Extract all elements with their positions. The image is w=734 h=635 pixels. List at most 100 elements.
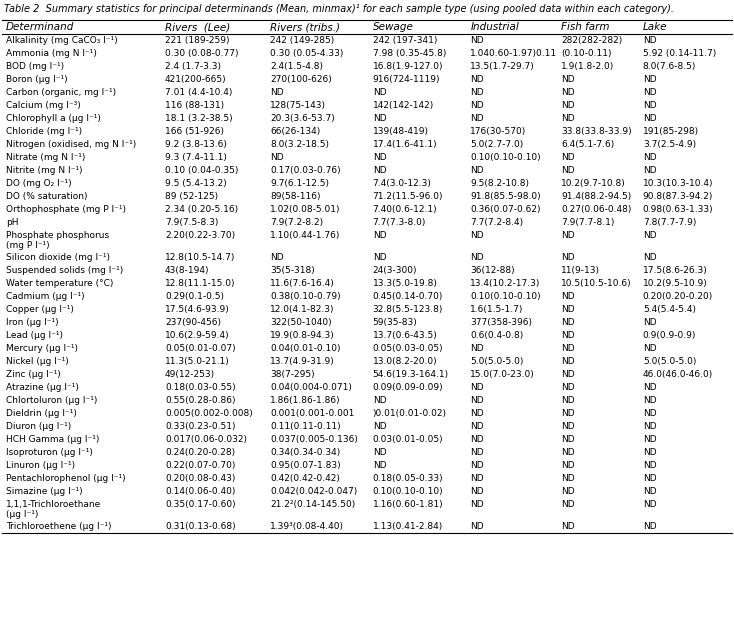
Text: ND: ND (643, 396, 656, 405)
Text: ND: ND (643, 253, 656, 262)
Text: 0.11(0.11-0.11): 0.11(0.11-0.11) (270, 422, 341, 431)
Text: ND: ND (562, 153, 575, 162)
Text: 9.5(8.2-10.8): 9.5(8.2-10.8) (470, 179, 529, 188)
Text: 0.30 (0.08-0.77): 0.30 (0.08-0.77) (165, 49, 239, 58)
Text: 59(35-83): 59(35-83) (373, 318, 418, 327)
Text: ND: ND (643, 383, 656, 392)
Text: 32.8(5.5-123.8): 32.8(5.5-123.8) (373, 305, 443, 314)
Text: 142(142-142): 142(142-142) (373, 101, 434, 110)
Text: 10.6(2.9-59.4): 10.6(2.9-59.4) (165, 331, 230, 340)
Text: Lake: Lake (643, 22, 667, 32)
Text: Suspended solids (mg l⁻¹): Suspended solids (mg l⁻¹) (6, 266, 123, 275)
Text: ND: ND (470, 522, 484, 531)
Text: ND: ND (470, 75, 484, 84)
Text: ND: ND (270, 153, 283, 162)
Text: ND: ND (562, 370, 575, 379)
Text: 13.5(1.7-29.7): 13.5(1.7-29.7) (470, 62, 535, 71)
Text: Sewage: Sewage (373, 22, 413, 32)
Text: ND: ND (373, 114, 386, 123)
Text: 1.6(1.5-1.7): 1.6(1.5-1.7) (470, 305, 523, 314)
Text: Carbon (organic, mg l⁻¹): Carbon (organic, mg l⁻¹) (6, 88, 116, 97)
Text: 0.45(0.14-0.70): 0.45(0.14-0.70) (373, 292, 443, 301)
Text: 46.0(46.0-46.0): 46.0(46.0-46.0) (643, 370, 713, 379)
Text: 9.3 (7.4-11.1): 9.3 (7.4-11.1) (165, 153, 227, 162)
Text: 0.20(0.08-0.43): 0.20(0.08-0.43) (165, 474, 236, 483)
Text: 0.10 (0.04-0.35): 0.10 (0.04-0.35) (165, 166, 239, 175)
Text: 12.8(10.5-14.7): 12.8(10.5-14.7) (165, 253, 236, 262)
Text: 0.037(0.005-0.136): 0.037(0.005-0.136) (270, 435, 357, 444)
Text: ND: ND (470, 344, 484, 353)
Text: ND: ND (373, 166, 386, 175)
Text: ND: ND (643, 409, 656, 418)
Text: 0.05(0.03-0.05): 0.05(0.03-0.05) (373, 344, 443, 353)
Text: Chloride (mg l⁻¹): Chloride (mg l⁻¹) (6, 127, 81, 136)
Text: 1.13(0.41-2.84): 1.13(0.41-2.84) (373, 522, 443, 531)
Text: Calcium (mg l⁻³): Calcium (mg l⁻³) (6, 101, 81, 110)
Text: 0.34(0.34-0.34): 0.34(0.34-0.34) (270, 448, 340, 457)
Text: 12.0(4.1-82.3): 12.0(4.1-82.3) (270, 305, 335, 314)
Text: Nitrite (mg N l⁻¹): Nitrite (mg N l⁻¹) (6, 166, 82, 175)
Text: 0.29(0.1-0.5): 0.29(0.1-0.5) (165, 292, 224, 301)
Text: Table 2  Summary statistics for principal determinands (Mean, minmax)¹ for each : Table 2 Summary statistics for principal… (4, 4, 674, 14)
Text: 1,1,1-Trichloroethane
(μg l⁻¹): 1,1,1-Trichloroethane (μg l⁻¹) (6, 500, 101, 519)
Text: ND: ND (562, 474, 575, 483)
Text: 7.40(0.6-12.1): 7.40(0.6-12.1) (373, 205, 437, 214)
Text: 10.5(10.5-10.6): 10.5(10.5-10.6) (562, 279, 632, 288)
Text: 1.9(1.8-2.0): 1.9(1.8-2.0) (562, 62, 614, 71)
Text: 282(282-282): 282(282-282) (562, 36, 622, 45)
Text: 91.8(85.5-98.0): 91.8(85.5-98.0) (470, 192, 541, 201)
Text: 5.0(2.7-7.0): 5.0(2.7-7.0) (470, 140, 523, 149)
Text: ND: ND (562, 88, 575, 97)
Text: 0.98(0.63-1.33): 0.98(0.63-1.33) (643, 205, 713, 214)
Text: ND: ND (470, 253, 484, 262)
Text: 19.9(0.8-94.3): 19.9(0.8-94.3) (270, 331, 335, 340)
Text: 5.0(5.0-5.0): 5.0(5.0-5.0) (470, 357, 523, 366)
Text: 421(200-665): 421(200-665) (165, 75, 227, 84)
Text: 0.10(0.10-0.10): 0.10(0.10-0.10) (470, 153, 541, 162)
Text: 24(3-300): 24(3-300) (373, 266, 417, 275)
Text: ND: ND (562, 318, 575, 327)
Text: ND: ND (643, 153, 656, 162)
Text: 0.03(0.01-0.05): 0.03(0.01-0.05) (373, 435, 443, 444)
Text: ND: ND (470, 435, 484, 444)
Text: ND: ND (643, 344, 656, 353)
Text: ND: ND (643, 487, 656, 496)
Text: 36(12-88): 36(12-88) (470, 266, 515, 275)
Text: ND: ND (470, 448, 484, 457)
Text: Zinc (μg l⁻¹): Zinc (μg l⁻¹) (6, 370, 60, 379)
Text: 0.55(0.28-0.86): 0.55(0.28-0.86) (165, 396, 236, 405)
Text: 128(75-143): 128(75-143) (270, 101, 326, 110)
Text: 7.01 (4.4-10.4): 7.01 (4.4-10.4) (165, 88, 233, 97)
Text: ND: ND (470, 409, 484, 418)
Text: 0.04(0.01-0.10): 0.04(0.01-0.10) (270, 344, 341, 353)
Text: 176(30-570): 176(30-570) (470, 127, 526, 136)
Text: 66(26-134): 66(26-134) (270, 127, 320, 136)
Text: 9.7(6.1-12.5): 9.7(6.1-12.5) (270, 179, 329, 188)
Text: 2.34 (0.20-5.16): 2.34 (0.20-5.16) (165, 205, 238, 214)
Text: 91.4(88.2-94.5): 91.4(88.2-94.5) (562, 192, 631, 201)
Text: ND: ND (562, 487, 575, 496)
Text: ND: ND (470, 231, 484, 240)
Text: 17.5(4.6-93.9): 17.5(4.6-93.9) (165, 305, 230, 314)
Text: 0.005(0.002-0.008): 0.005(0.002-0.008) (165, 409, 252, 418)
Text: Isoproturon (μg l⁻¹): Isoproturon (μg l⁻¹) (6, 448, 92, 457)
Text: 7.7(7.2-8.4): 7.7(7.2-8.4) (470, 218, 523, 227)
Text: 13.0(8.2-20.0): 13.0(8.2-20.0) (373, 357, 437, 366)
Text: ND: ND (562, 522, 575, 531)
Text: )0.01(0.01-0.02): )0.01(0.01-0.02) (373, 409, 447, 418)
Text: 7.98 (0.35-45.8): 7.98 (0.35-45.8) (373, 49, 446, 58)
Text: 7.9(7.2-8.2): 7.9(7.2-8.2) (270, 218, 323, 227)
Text: (0.10-0.11): (0.10-0.11) (562, 49, 612, 58)
Text: 54.6(19.3-164.1): 54.6(19.3-164.1) (373, 370, 448, 379)
Text: ND: ND (643, 36, 656, 45)
Text: Chlortoluron (μg l⁻¹): Chlortoluron (μg l⁻¹) (6, 396, 97, 405)
Text: Lead (μg l⁻¹): Lead (μg l⁻¹) (6, 331, 62, 340)
Text: ND: ND (373, 448, 386, 457)
Text: 237(90-456): 237(90-456) (165, 318, 221, 327)
Text: 5.4(5.4-5.4): 5.4(5.4-5.4) (643, 305, 696, 314)
Text: 1.39³(0.08-4.40): 1.39³(0.08-4.40) (270, 522, 344, 531)
Text: 0.017(0.06-0.032): 0.017(0.06-0.032) (165, 435, 247, 444)
Text: 0.05(0.01-0.07): 0.05(0.01-0.07) (165, 344, 236, 353)
Text: Phosphate phosphorus
(mg P l⁻¹): Phosphate phosphorus (mg P l⁻¹) (6, 231, 109, 250)
Text: 166 (51-926): 166 (51-926) (165, 127, 224, 136)
